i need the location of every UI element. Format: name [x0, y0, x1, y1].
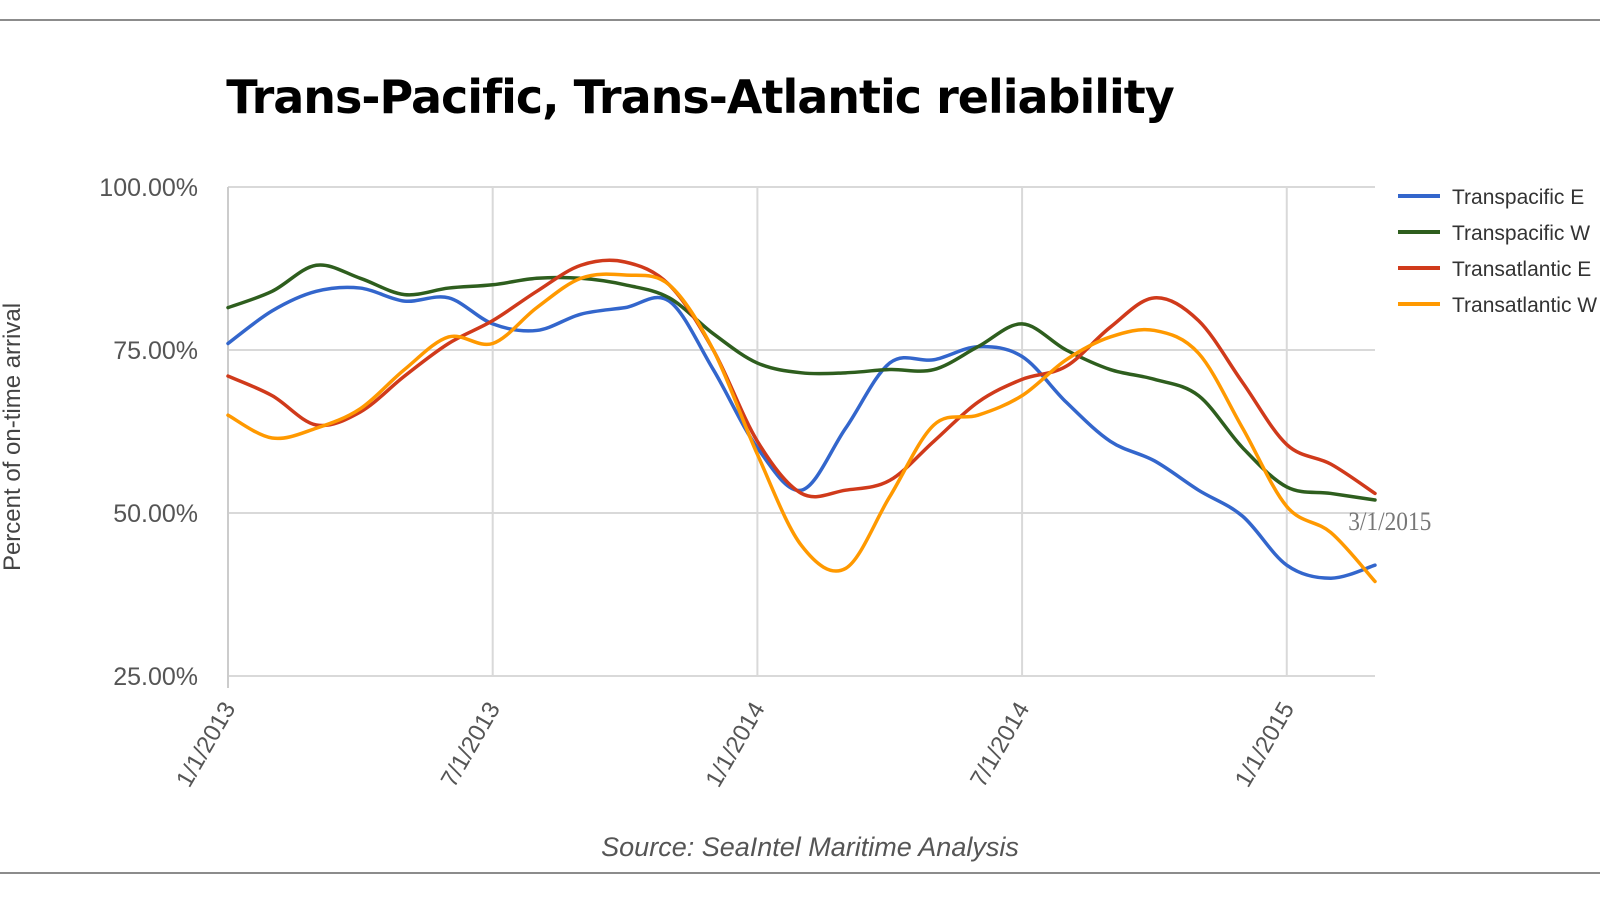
legend: Transpacific E Transpacific W Transatlanti…: [1398, 186, 1597, 317]
legend-label: Transatlantic E: [1452, 258, 1591, 281]
series-line-1: [226, 285, 1377, 580]
end-date-annotation: 3/1/2015: [1348, 508, 1431, 536]
x-axis-ticks: 1/1/2013 7/1/2013 1/1/2014 7/1/2014 1/1/2015: [171, 698, 1300, 792]
series-line-2: [226, 263, 1377, 502]
y-tick-label: 100.00%: [99, 174, 198, 202]
x-tick-label: 7/1/2014: [965, 698, 1035, 792]
frame-bottom-border: [0, 872, 1600, 874]
chart-title: Trans-Pacific, Trans-Atlantic reliabilit…: [0, 70, 1600, 124]
y-axis-ticks: 100.00% 75.00% 50.00% 25.00%: [99, 174, 198, 691]
y-tick-label: 50.00%: [113, 500, 198, 528]
legend-label: Transpacific E: [1452, 186, 1584, 209]
series-lines: [226, 258, 1377, 584]
y-tick-label: 75.00%: [113, 337, 198, 365]
x-tick-label: 1/1/2013: [171, 698, 241, 792]
source-note: Source: SeaIntel Maritime Analysis: [0, 832, 1600, 863]
x-tick-label: 7/1/2013: [436, 698, 506, 792]
y-axis-label: Percent of on-time arrival: [0, 303, 26, 571]
series-line-3: [226, 258, 1377, 499]
chart-title-text: Trans-Pacific, Trans-Atlantic reliabilit…: [226, 70, 1174, 124]
x-tick-label: 1/1/2015: [1230, 698, 1300, 792]
x-tick-label: 1/1/2014: [700, 698, 770, 792]
legend-label: Transatlantic W: [1452, 294, 1597, 317]
grid-lines: [227, 186, 1375, 688]
y-tick-label: 25.00%: [113, 663, 198, 691]
legend-label: Transpacific W: [1452, 222, 1590, 245]
frame-top-border: [0, 19, 1600, 21]
source-text: Source: SeaIntel Maritime Analysis: [601, 832, 1019, 862]
series-line-4: [226, 272, 1377, 584]
